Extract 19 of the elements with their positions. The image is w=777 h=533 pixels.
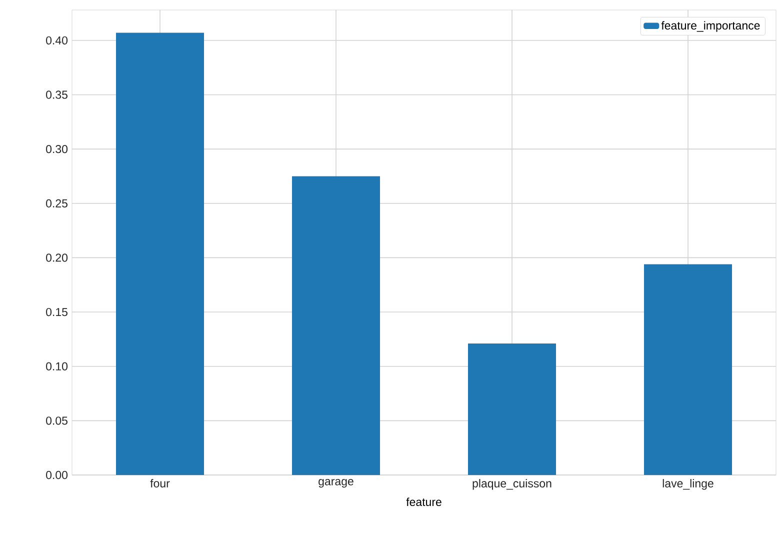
y-tick-label: 0.35	[46, 90, 68, 99]
legend-label: feature_importance	[661, 21, 760, 32]
y-tick-label: 0.05	[46, 416, 68, 425]
x-tick-label: garage	[318, 479, 354, 488]
y-tick-label: 0.10	[46, 362, 68, 370]
y-tick-label: 0.25	[46, 199, 68, 208]
y-tick-label: 0.30	[46, 144, 68, 154]
x-axis-title: feature	[406, 498, 442, 506]
y-tick-label: 0.40	[46, 36, 68, 44]
x-tick-label: plaque_cuisson	[472, 479, 552, 490]
y-tick-label: 0.15	[46, 308, 68, 316]
x-tick-label: four	[150, 479, 170, 488]
bar	[644, 264, 732, 475]
bar	[468, 344, 556, 475]
x-tick-label: lave_linge	[662, 479, 714, 490]
bar	[292, 176, 380, 475]
y-tick-label: 0.20	[46, 254, 68, 262]
y-tick-label: 0.00	[46, 470, 68, 480]
bar	[116, 32, 204, 475]
